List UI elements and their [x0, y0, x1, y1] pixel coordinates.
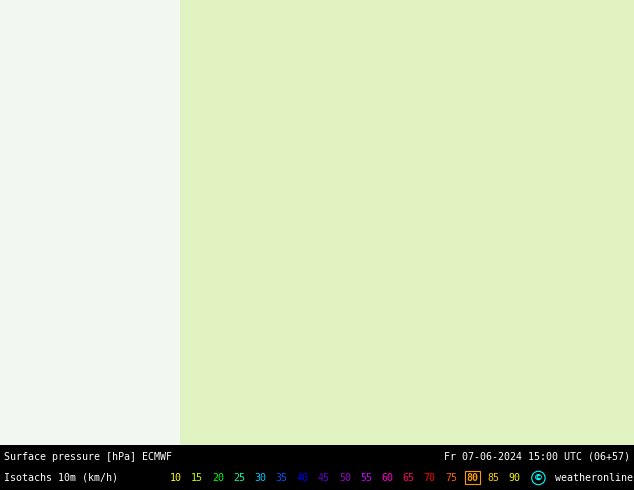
Text: 20: 20	[212, 473, 224, 483]
Text: 55: 55	[360, 473, 372, 483]
Text: 30: 30	[254, 473, 266, 483]
Text: 15: 15	[191, 473, 203, 483]
Text: weatheronline.co.uk: weatheronline.co.uk	[549, 473, 634, 483]
Text: Fr 07-06-2024 15:00 UTC (06+57): Fr 07-06-2024 15:00 UTC (06+57)	[444, 452, 630, 462]
Text: 85: 85	[488, 473, 499, 483]
Text: 25: 25	[233, 473, 245, 483]
Text: 60: 60	[382, 473, 393, 483]
Text: 50: 50	[339, 473, 351, 483]
Text: Isotachs 10m (km/h): Isotachs 10m (km/h)	[4, 473, 118, 483]
Text: 75: 75	[445, 473, 457, 483]
Text: 80: 80	[466, 473, 478, 483]
Text: 35: 35	[275, 473, 287, 483]
Text: 45: 45	[318, 473, 330, 483]
Text: Surface pressure [hPa] ECMWF: Surface pressure [hPa] ECMWF	[4, 452, 172, 462]
Text: 90: 90	[508, 473, 521, 483]
Text: 10: 10	[169, 473, 181, 483]
Text: ©: ©	[535, 473, 542, 483]
Text: 65: 65	[403, 473, 415, 483]
Text: 40: 40	[297, 473, 309, 483]
Text: 70: 70	[424, 473, 436, 483]
